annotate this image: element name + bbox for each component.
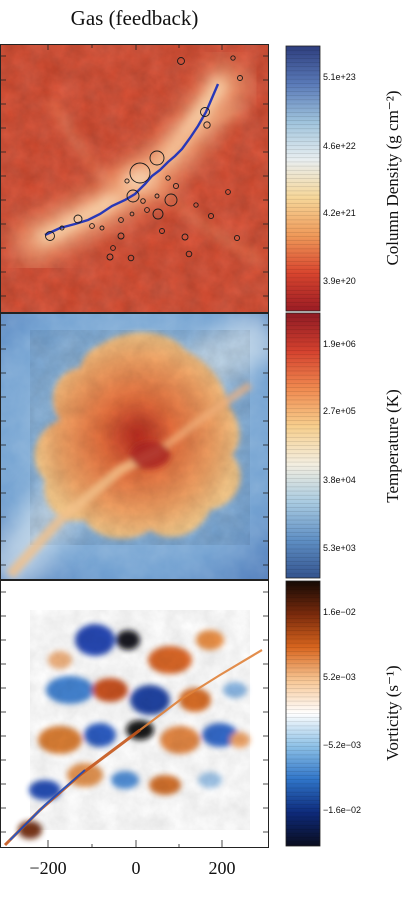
colorbar-tick-label: 5.1e+23 (323, 72, 356, 82)
x-tick-label: 200 (209, 858, 236, 878)
colorbar-tick-label: 2.7e+05 (323, 406, 356, 416)
colorbar-vorticity: 1.6e−02 5.2e−03 −5.2e−03 −1.6e−02 Vortic… (285, 580, 402, 847)
figure-title: Gas (feedback) (70, 6, 199, 30)
axis-ticks (0, 44, 269, 848)
x-tick-label: −200 (29, 858, 66, 878)
colorbar-tick-label: 3.8e+04 (323, 475, 356, 485)
vorticity-map (0, 580, 269, 848)
colorbar-tick-label: 3.9e+20 (323, 276, 356, 286)
colorbar-tick-label: 1.6e−02 (323, 607, 356, 617)
colorbar-label: Vorticity (s⁻¹) (383, 665, 402, 760)
x-tick-label: 0 (132, 858, 141, 878)
temperature-map (0, 313, 269, 580)
colorbar-label: Column Density (g cm⁻²) (383, 90, 402, 265)
colorbar-label: Temperature (K) (383, 389, 402, 503)
panel-frames (0, 44, 269, 848)
density-map (0, 44, 269, 313)
colorbar-temperature: 1.9e+06 2.7e+05 3.8e+04 5.3e+03 Temperat… (285, 312, 402, 579)
colorbar-tick-label: 5.3e+03 (323, 543, 356, 553)
colorbar-tick-label: 4.6e+22 (323, 141, 356, 151)
colorbar-column-density: 5.1e+23 4.6e+22 4.2e+21 3.9e+20 Column D… (285, 45, 402, 312)
colorbar-tick-label: −5.2e−03 (323, 740, 361, 750)
colorbar-tick-label: −1.6e−02 (323, 805, 361, 815)
x-axis: −200 0 200 (29, 858, 235, 878)
colorbar-tick-label: 5.2e−03 (323, 672, 356, 682)
colorbar-tick-label: 4.2e+21 (323, 208, 356, 218)
colorbar-tick-label: 1.9e+06 (323, 339, 356, 349)
